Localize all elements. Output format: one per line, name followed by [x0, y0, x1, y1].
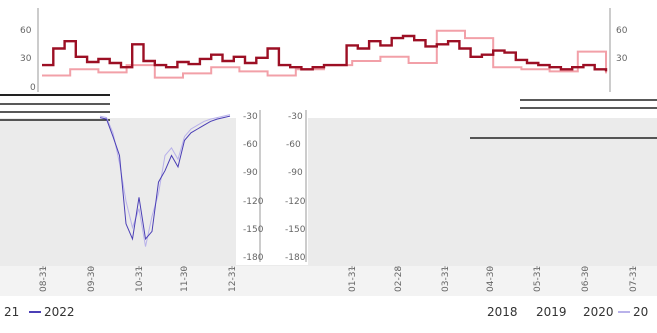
top-left-ytick-30: 30 [20, 54, 32, 64]
bottom-ytick-left-5: -150 [243, 225, 264, 235]
legend-left-label-b: 2022 [44, 305, 75, 319]
bottom-ytick-left-3: -90 [243, 168, 258, 178]
bottom-ytick-right-3: -90 [288, 168, 303, 178]
x-tick-07-31: 07-31 [629, 266, 639, 292]
x-tick-05-31: 05-31 [533, 266, 543, 292]
top-left-ytick-60: 60 [20, 26, 32, 36]
top-right-ytick-30: 30 [616, 54, 628, 64]
x-tick-01-31: 01-31 [348, 266, 358, 292]
legend-right-2020: 2020 [583, 305, 614, 319]
x-tick-11-30: 11-30 [180, 266, 190, 292]
x-tick-12-31: 12-31 [228, 266, 238, 292]
bottom-ytick-left-1: -30 [243, 112, 258, 122]
legend-right-20: 20 [633, 305, 648, 319]
bottom-series-group [99, 114, 231, 247]
bottom-ytick-right-4: -120 [285, 197, 306, 207]
bottom-ytick-left-6: -180 [243, 253, 264, 263]
bottom-ytick-left-4: -120 [243, 197, 264, 207]
x-tick-08-31: 08-31 [39, 266, 49, 292]
x-tick-10-31: 10-31 [135, 266, 145, 292]
tick-band-background [0, 266, 657, 296]
x-tick-04-30: 04-30 [486, 266, 496, 292]
legend-left-label-a: 21 [4, 305, 19, 319]
bottom-ytick-right-2: -60 [286, 140, 301, 150]
bottom-ytick-right-1: -30 [288, 112, 303, 122]
bottom-ytick-left-2: -60 [243, 140, 258, 150]
bottom-ytick-right-6: -180 [285, 253, 306, 263]
x-tick-03-31: 03-31 [441, 266, 451, 292]
x-tick-labels-group: 08-31 09-30 10-31 11-30 12-31 01-31 02-28 03-31… [39, 266, 639, 292]
legend-right-2018: 2018 [487, 305, 518, 319]
top-series-group [42, 29, 608, 79]
center-white-gap [236, 95, 308, 265]
bottom-plot-background [0, 118, 657, 266]
x-tick-09-30: 09-30 [87, 266, 97, 292]
legend-right-2019: 2019 [536, 305, 567, 319]
top-series-line-2022 [42, 34, 608, 72]
x-tick-06-30: 06-30 [581, 266, 591, 292]
top-right-ytick-60: 60 [616, 26, 628, 36]
top-left-ytick-0: 0 [30, 83, 36, 93]
x-tick-02-28: 02-28 [394, 266, 404, 292]
top-series-line-2021 [42, 29, 607, 79]
bottom-ytick-right-5: -150 [285, 225, 306, 235]
bottom-series-line-2022 [99, 115, 231, 241]
